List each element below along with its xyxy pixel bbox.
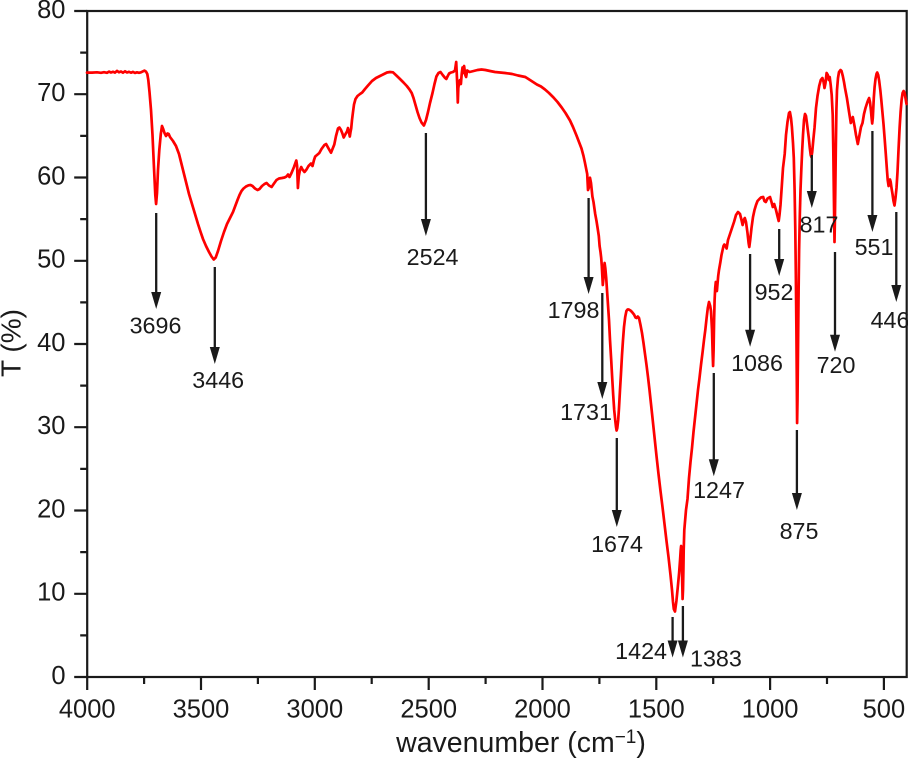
svg-text:1086: 1086 — [731, 350, 783, 376]
svg-text:3500: 3500 — [173, 696, 230, 724]
svg-text:1731: 1731 — [560, 399, 612, 425]
svg-text:30: 30 — [37, 412, 65, 440]
svg-text:wavenumber (cm−1): wavenumber (cm−1) — [395, 727, 646, 759]
svg-text:2000: 2000 — [514, 696, 571, 724]
svg-text:50: 50 — [37, 246, 65, 274]
svg-text:70: 70 — [37, 79, 65, 107]
svg-text:4000: 4000 — [59, 696, 116, 724]
svg-text:1798: 1798 — [548, 297, 600, 323]
svg-text:1383: 1383 — [690, 646, 742, 672]
svg-text:1500: 1500 — [628, 696, 685, 724]
svg-text:446: 446 — [871, 307, 908, 333]
svg-text:2524: 2524 — [407, 244, 459, 270]
svg-text:80: 80 — [37, 0, 65, 24]
svg-text:0: 0 — [51, 662, 65, 690]
svg-text:1247: 1247 — [693, 477, 745, 503]
svg-text:10: 10 — [37, 579, 65, 607]
svg-text:20: 20 — [37, 495, 65, 523]
svg-text:720: 720 — [817, 352, 856, 378]
svg-text:1000: 1000 — [742, 696, 799, 724]
svg-text:2500: 2500 — [400, 696, 457, 724]
svg-text:817: 817 — [800, 212, 839, 238]
svg-text:952: 952 — [755, 279, 794, 305]
svg-text:875: 875 — [780, 518, 819, 544]
svg-text:60: 60 — [37, 162, 65, 190]
svg-text:3696: 3696 — [130, 312, 182, 338]
svg-text:3000: 3000 — [286, 696, 343, 724]
svg-text:1424: 1424 — [615, 638, 667, 664]
svg-text:1674: 1674 — [591, 531, 643, 557]
svg-text:T (%): T (%) — [0, 309, 27, 377]
svg-text:3446: 3446 — [192, 367, 244, 393]
svg-text:40: 40 — [37, 329, 65, 357]
svg-text:500: 500 — [863, 696, 906, 724]
svg-text:551: 551 — [855, 234, 894, 260]
